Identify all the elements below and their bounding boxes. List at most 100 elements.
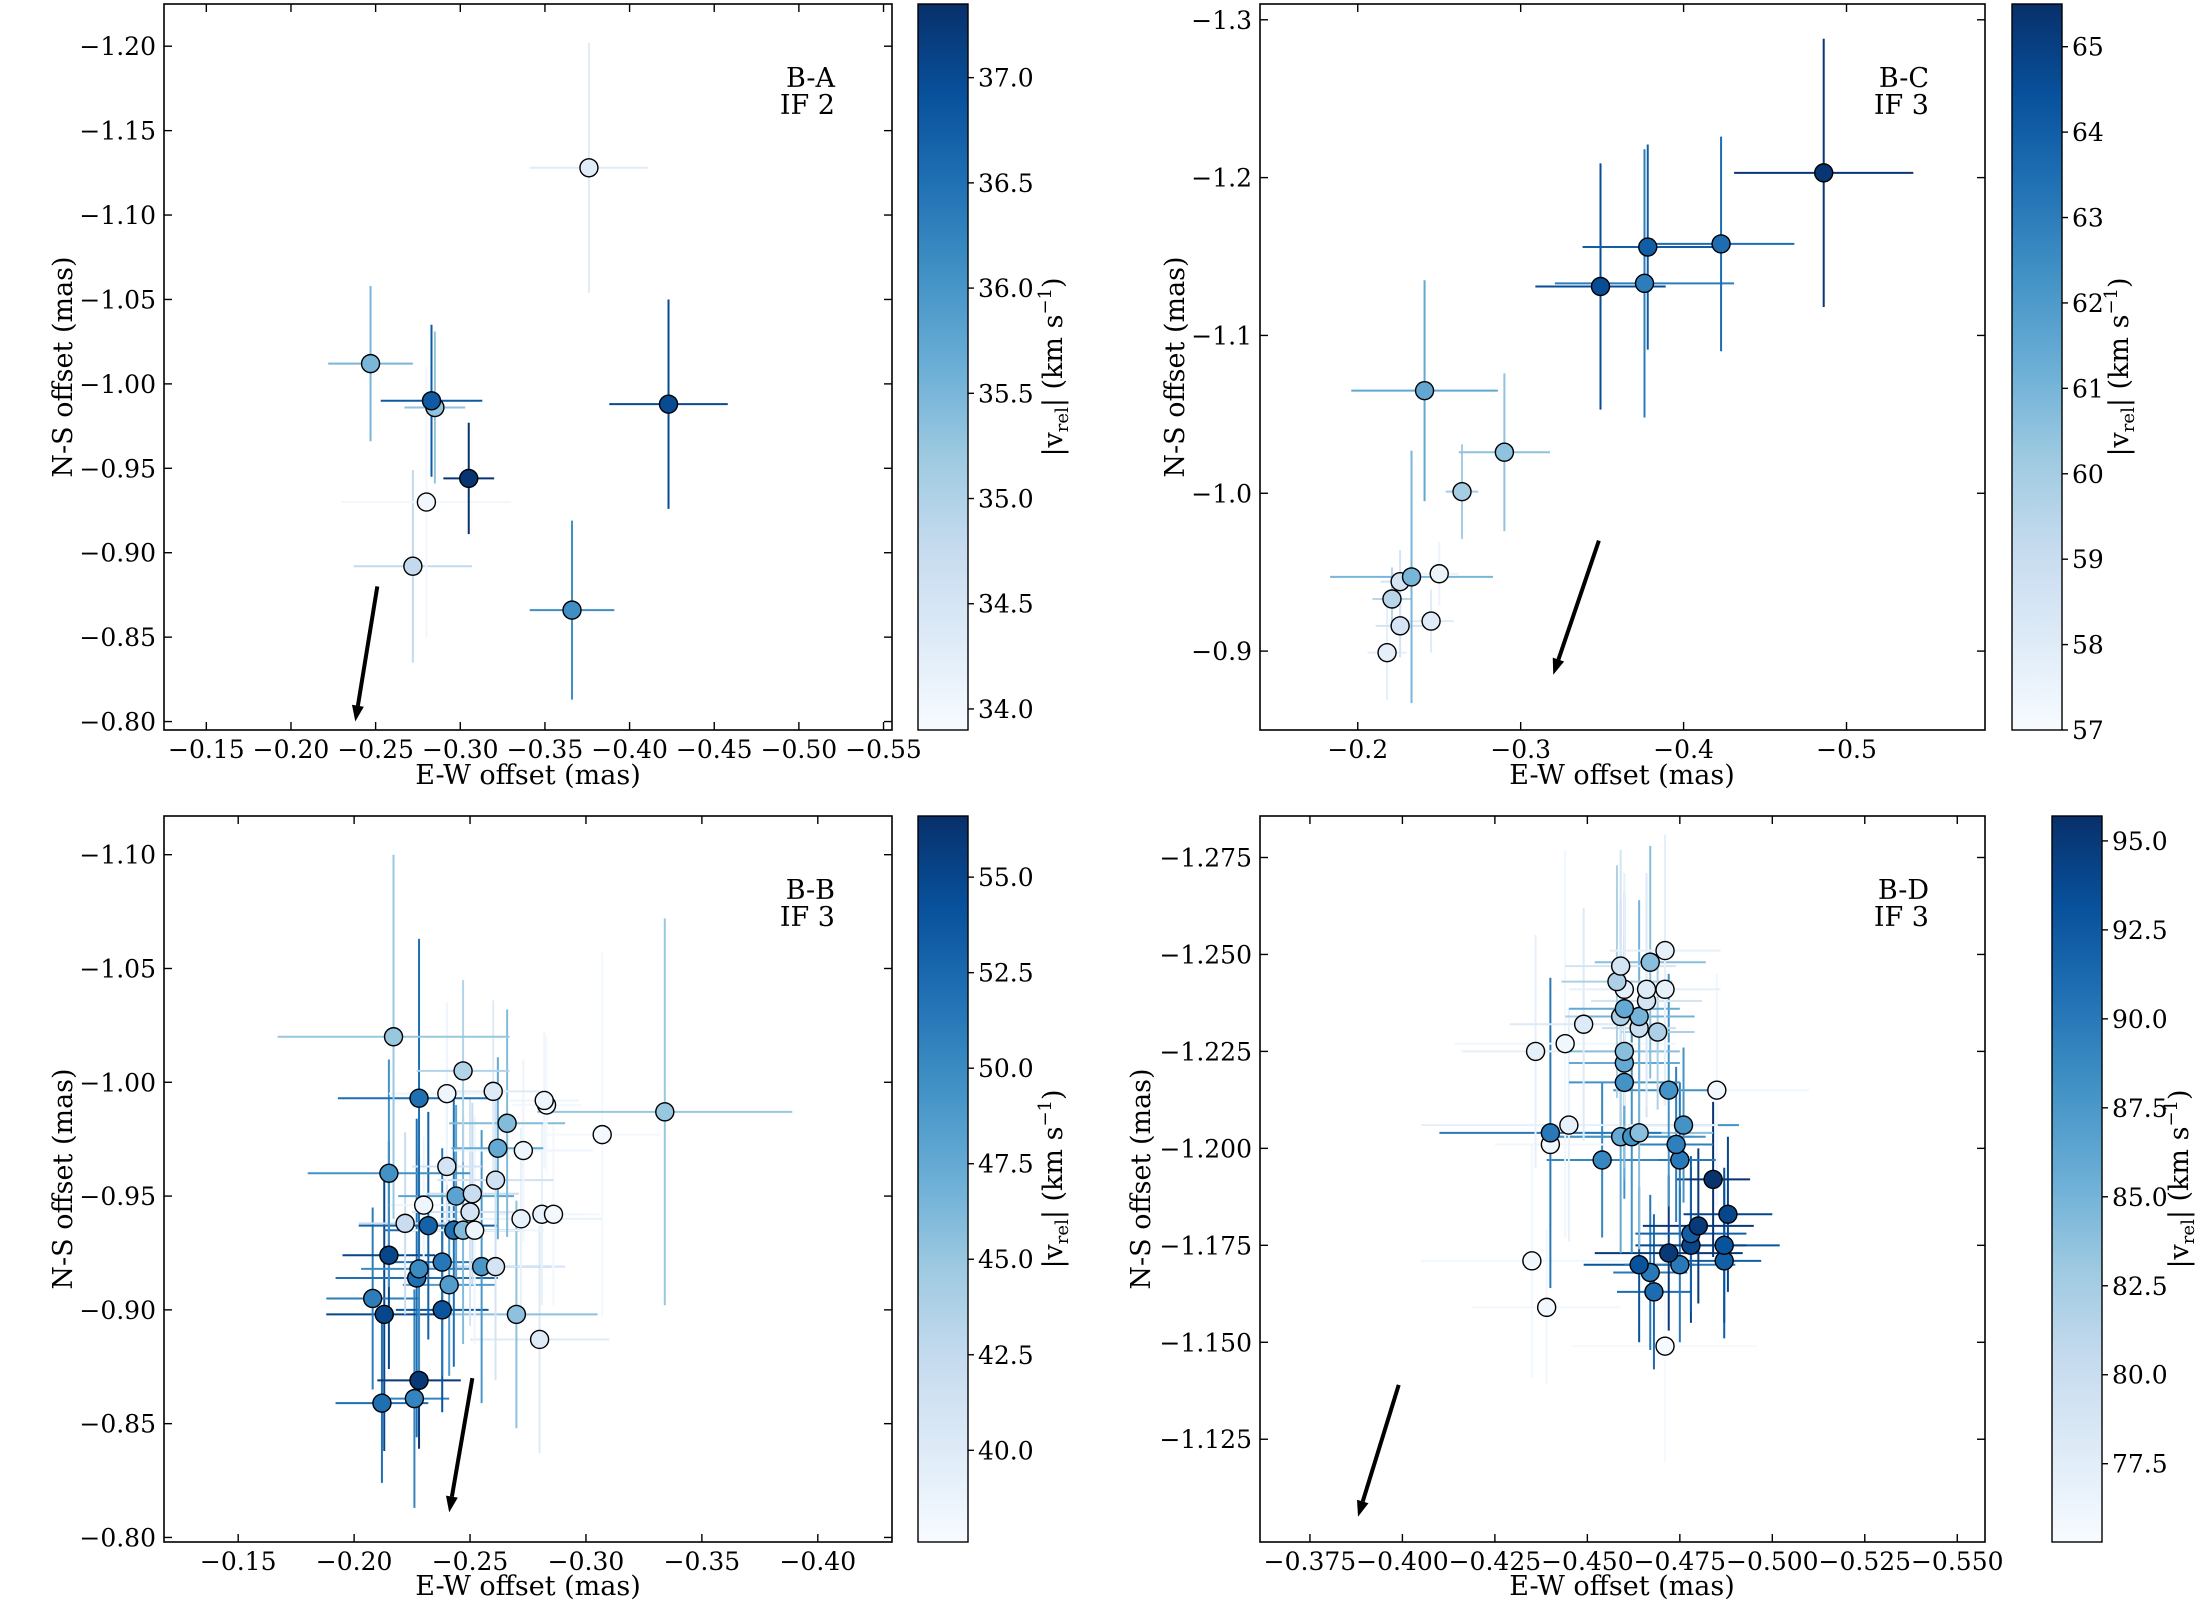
data-point (1638, 237, 1658, 257)
colorbar-tick-label: 35.5 (978, 379, 1034, 408)
arrow-head (351, 704, 364, 722)
colorbar-gradient (2051, 815, 2103, 1543)
colorbar-label: |vrel| (km s−1) (2101, 277, 2139, 456)
data-point (1655, 979, 1675, 1000)
motion-arrow (351, 586, 380, 722)
colorbar-tick-label: 34.0 (978, 695, 1034, 724)
errorbar-layer (1330, 38, 1914, 704)
data-point (1670, 1255, 1690, 1275)
colorbar-tick-label: 40.0 (978, 1436, 1034, 1465)
colorbar-tick-label: 59 (2072, 545, 2104, 574)
colorbar-label: |vrel| (km s−1) (1035, 1089, 1073, 1268)
colorbar-label: |vrel| (km s−1) (2161, 1089, 2199, 1268)
colorbar-ticks: 57 58 59 60 61 62 63 64 65 (2062, 33, 2104, 745)
arrow-shaft (1556, 539, 1601, 661)
marker-layer (362, 1027, 675, 1413)
data-point (453, 1061, 473, 1081)
x-tick-label: −0.500 (1726, 1547, 1819, 1576)
x-tick-label: −0.15 (168, 735, 245, 764)
data-point (658, 394, 679, 414)
y-tick-label: −0.85 (79, 1410, 156, 1439)
tick-layer: −0.15 −0.20 −0.25 −0.30 −0.35 −0.40 −0.45 −0.50… (79, 4, 922, 764)
data-point (379, 1245, 399, 1265)
x-tick-label: −0.25 (337, 735, 414, 764)
colorbar-tick-label: 85.0 (2112, 1183, 2168, 1212)
colorbar-tick-label: 57 (2072, 716, 2104, 745)
panel-b-d: −0.375 −0.400 −0.425 −0.450 −0.475 −0.500 −0.5… (1126, 815, 2199, 1600)
data-point (421, 391, 442, 411)
data-point (1421, 611, 1441, 631)
y-tick-label: −1.150 (1159, 1328, 1252, 1357)
panel-label: B-C (1879, 63, 1929, 94)
data-point (416, 492, 437, 512)
panel-b-b: −0.15 −0.20 −0.25 −0.30 −0.35 −0.40 −0.80 −0.85… (48, 815, 1073, 1600)
y-tick-label: −1.175 (1159, 1231, 1252, 1260)
data-point (1592, 1150, 1612, 1170)
x-tick-label: −0.50 (761, 735, 838, 764)
x-tick-label: −0.425 (1449, 1547, 1542, 1576)
y-tick-label: −1.2 (1191, 164, 1252, 193)
data-point (446, 1186, 466, 1206)
x-tick-label: −0.550 (1911, 1547, 2004, 1576)
colorbar-tick-label: 35.0 (978, 485, 1034, 514)
colorbar: 40.0 42.5 45.0 47.5 50.0 52.5 55.0 |vrel| (km … (917, 815, 1073, 1543)
data-point (529, 1329, 550, 1350)
data-point (1377, 642, 1397, 663)
plot-frame (1259, 815, 1986, 1543)
data-point (437, 1083, 457, 1104)
colorbar-tick-label: 62 (2072, 289, 2104, 318)
data-point (418, 1215, 439, 1236)
colorbar-ticks: 34.0 34.5 35.0 35.5 36.0 36.5 37.0 (968, 64, 1034, 724)
x-tick-label: −0.55 (845, 735, 922, 764)
colorbar-ticks: 40.0 42.5 45.0 47.5 50.0 52.5 55.0 (968, 863, 1034, 1465)
data-point (1634, 273, 1655, 294)
data-point (511, 1209, 531, 1229)
data-point (362, 1288, 383, 1309)
colorbar-tick-label: 45.0 (978, 1245, 1034, 1274)
data-point (432, 1252, 452, 1272)
colorbar-tick-label: 65 (2072, 33, 2104, 62)
y-tick-label: −1.05 (79, 285, 156, 314)
data-point (413, 1195, 434, 1215)
x-tick-label: −0.20 (316, 1547, 393, 1576)
colorbar: 77.5 80.0 82.5 85.0 87.5 90.0 92.5 95.0 |vrel| … (2051, 815, 2199, 1543)
data-point (1647, 1022, 1668, 1042)
x-axis-label: E-W offset (mas) (1509, 1571, 1735, 1600)
panel-if-label: IF 3 (1874, 90, 1929, 121)
x-tick-label: −0.450 (1541, 1547, 1634, 1576)
x-tick-label: −0.475 (1634, 1547, 1727, 1576)
y-tick-label: −0.9 (1191, 637, 1252, 666)
data-point (1629, 1255, 1649, 1275)
y-tick-label: −1.20 (79, 32, 156, 61)
panel-label: B-B (786, 875, 835, 906)
colorbar-gradient (2011, 3, 2063, 731)
plot-frame (163, 815, 893, 1543)
data-point (1814, 163, 1834, 183)
y-tick-label: −0.80 (79, 1523, 156, 1552)
x-axis-label: E-W offset (mas) (1509, 760, 1735, 791)
x-tick-label: −0.25 (432, 1547, 509, 1576)
y-tick-label: −1.200 (1159, 1134, 1252, 1163)
panel-b-a: −0.15 −0.20 −0.25 −0.30 −0.35 −0.40 −0.45 −0.50… (48, 3, 1073, 791)
x-tick-label: −0.20 (253, 735, 330, 764)
y-tick-label: −1.05 (79, 954, 156, 983)
motion-arrow (1552, 539, 1601, 675)
errorbar-layer (1420, 834, 1810, 1463)
panel-if-label: IF 3 (1874, 902, 1929, 933)
data-point (1629, 1123, 1649, 1143)
data-point (395, 1213, 415, 1234)
x-tick-label: −0.525 (1819, 1547, 1912, 1576)
y-tick-label: −0.90 (79, 1296, 156, 1325)
colorbar-tick-label: 52.5 (978, 959, 1034, 988)
data-point (1666, 1134, 1686, 1155)
data-point (1494, 442, 1515, 462)
motion-arrow (445, 1377, 475, 1513)
data-point (1711, 234, 1731, 254)
data-point (483, 1081, 503, 1102)
colorbar: 57 58 59 60 61 62 63 64 65 |vrel| (km s−1) (2011, 3, 2139, 745)
data-point (459, 468, 479, 489)
errorbar-layer (328, 42, 728, 700)
data-point (409, 1259, 429, 1279)
panel-if-label: IF 2 (780, 90, 835, 121)
